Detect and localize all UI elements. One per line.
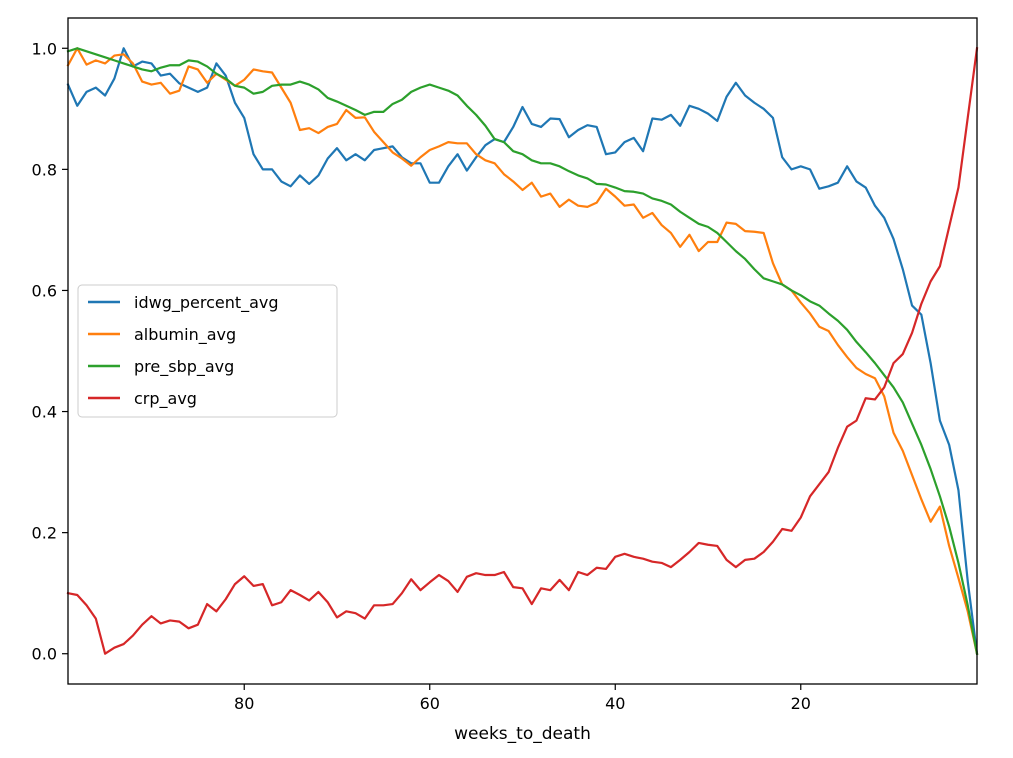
y-tick-label: 0.8	[32, 160, 57, 179]
y-tick-label: 0.2	[32, 524, 57, 543]
series-layer	[66, 47, 979, 656]
legend-box	[77, 284, 338, 418]
legend-label-albumin_avg: albumin_avg	[134, 325, 236, 345]
legend-label-crp_avg: crp_avg	[134, 389, 197, 409]
series-line-idwg_percent_avg	[66, 47, 979, 655]
y-tick-label: 0.6	[32, 281, 57, 300]
x-tick-label: 20	[791, 694, 811, 713]
legend: idwg_percent_avg albumin_avg pre_sbp_avgcr…	[77, 284, 338, 418]
x-tick-label: 40	[605, 694, 625, 713]
y-axis: 0.0 0.2 0.4 0.6 0.8 1.0	[32, 39, 68, 664]
y-tick-label: 0.0	[32, 645, 57, 664]
x-axis: 80 60 40 20	[234, 684, 811, 713]
plot-frame	[67, 17, 978, 685]
x-tick-label: 80	[234, 694, 254, 713]
y-tick-label: 1.0	[32, 39, 57, 58]
legend-label-pre_sbp_avg: pre_sbp_avg	[134, 357, 234, 377]
series-line-crp_avg	[66, 47, 979, 655]
x-axis-label: weeks_to_death	[454, 724, 591, 744]
y-tick-label: 0.4	[32, 403, 57, 422]
legend-label-idwg_percent_avg: idwg_percent_avg	[134, 293, 279, 313]
x-tick-label: 60	[420, 694, 440, 713]
series-line-pre_sbp_avg	[66, 47, 979, 656]
